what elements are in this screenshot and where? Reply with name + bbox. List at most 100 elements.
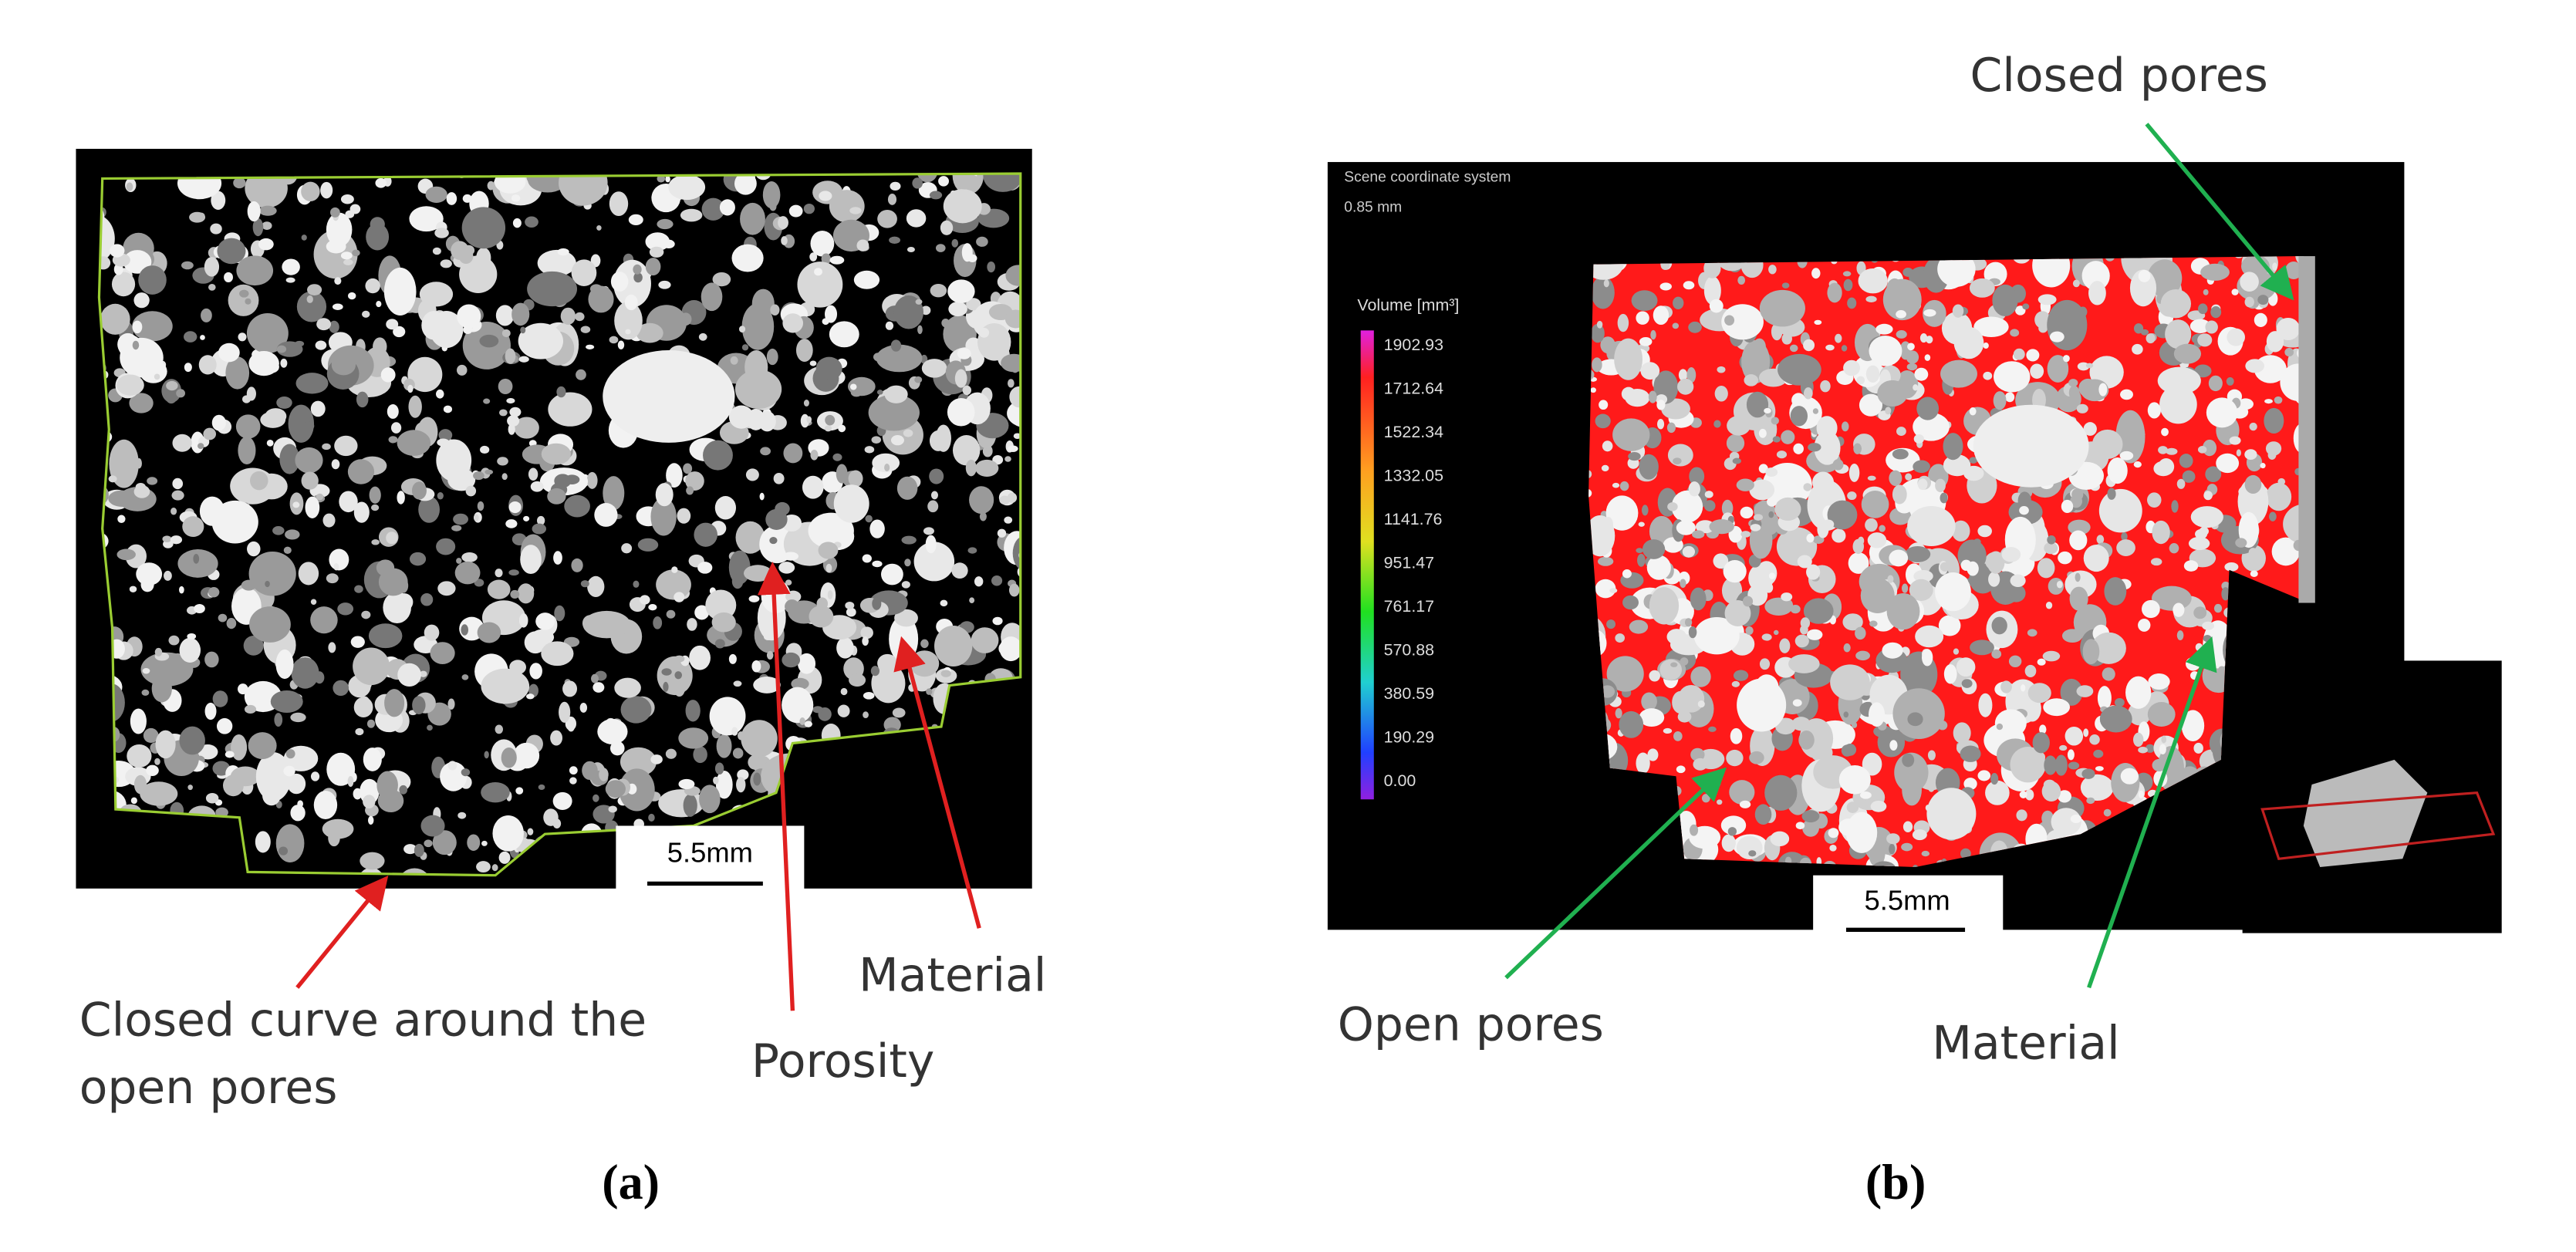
grain [2047, 535, 2056, 545]
grain [487, 579, 511, 599]
grain [1748, 850, 1757, 857]
grain [856, 239, 869, 251]
grain [848, 470, 863, 488]
grain [2120, 389, 2133, 400]
grain [527, 271, 578, 307]
grain [1963, 778, 1977, 791]
grain [1842, 613, 1863, 631]
grain [258, 205, 277, 216]
grain [1595, 413, 1611, 429]
grain [252, 218, 264, 237]
grain [1731, 680, 1740, 687]
grain [694, 605, 710, 620]
grain [1588, 488, 1592, 498]
grain [930, 283, 947, 298]
grain [1869, 620, 1878, 627]
grain [969, 486, 994, 515]
grain [1614, 338, 1642, 380]
grain [1690, 824, 1699, 836]
grain [430, 642, 455, 664]
grain [674, 683, 685, 697]
grain [295, 373, 329, 394]
grain [484, 751, 489, 759]
grain [650, 498, 677, 536]
grain [906, 209, 927, 228]
grain [2235, 538, 2247, 548]
grain [355, 727, 364, 736]
grain [719, 199, 735, 216]
grain [316, 318, 332, 331]
colorbar-tick-label: 1522.34 [1384, 423, 1443, 441]
grain [1892, 448, 1909, 460]
grain [538, 784, 545, 791]
grain [1591, 323, 1605, 343]
grain [279, 444, 300, 474]
grain [1009, 386, 1021, 408]
scale-bar-label: 5.5mm [1865, 885, 1950, 916]
grain [527, 828, 534, 835]
grain [1639, 454, 1659, 480]
grain [313, 791, 338, 820]
grain [917, 325, 923, 335]
grain [130, 708, 147, 734]
grain [569, 766, 578, 775]
grain [975, 459, 999, 478]
grain [1983, 371, 1993, 380]
grain [913, 542, 955, 582]
grain [165, 391, 177, 404]
grain [1739, 800, 1751, 808]
grain [225, 751, 235, 758]
grain [890, 435, 904, 446]
grain [363, 747, 382, 771]
grain [1830, 664, 1870, 700]
grain [633, 580, 640, 588]
grain [890, 339, 902, 352]
grain [983, 174, 1021, 192]
grain [291, 656, 319, 689]
grain [2069, 530, 2088, 551]
grain [456, 558, 462, 564]
grain [238, 332, 247, 342]
grain [1753, 514, 1764, 521]
grain [645, 258, 661, 276]
grain [2107, 488, 2116, 500]
grain [333, 680, 349, 697]
grain [562, 680, 578, 697]
grain [322, 513, 336, 528]
annotation: Closed pores [1970, 49, 2267, 103]
grain [1713, 553, 1729, 569]
grain [1907, 343, 1915, 351]
grain [1768, 265, 1777, 275]
grain [388, 436, 398, 444]
grain [2169, 542, 2179, 554]
grain [1676, 765, 1686, 774]
grain [1992, 284, 2018, 317]
grain [2203, 289, 2209, 295]
grain [483, 398, 491, 404]
grain [2083, 545, 2109, 572]
grain [387, 404, 399, 419]
grain [384, 689, 405, 717]
grain [1767, 497, 1778, 507]
grain [1909, 579, 1933, 601]
grain [709, 697, 746, 736]
grain [2054, 754, 2068, 776]
grain [543, 808, 559, 826]
grain [1764, 774, 1798, 811]
grain [176, 389, 186, 398]
grain [2098, 383, 2108, 397]
grain [1659, 282, 1672, 291]
grain [368, 623, 403, 649]
grain [814, 268, 822, 276]
grain [288, 404, 315, 443]
grain [247, 201, 261, 222]
grain [1835, 333, 1842, 343]
grain [1977, 770, 1991, 781]
grain [414, 843, 424, 857]
grain [1765, 467, 1778, 478]
grain [586, 471, 598, 489]
grain [550, 730, 563, 746]
grain [1886, 278, 1903, 300]
grain [1724, 315, 1735, 326]
grain [877, 209, 897, 228]
